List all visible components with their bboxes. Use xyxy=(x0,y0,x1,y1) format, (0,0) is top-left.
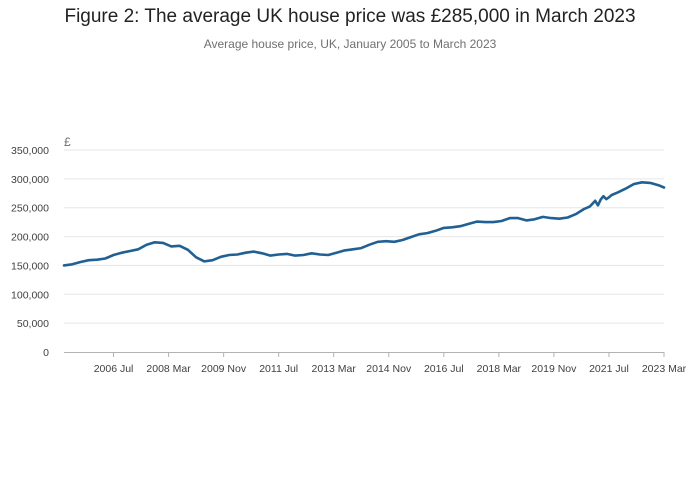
x-tick-label: 2019 Nov xyxy=(531,363,577,375)
x-tick-label: 2023 Mar xyxy=(642,363,687,375)
y-tick-label: 100,000 xyxy=(11,289,49,301)
y-tick-label: 200,000 xyxy=(11,232,49,244)
x-tick-label: 2021 Jul xyxy=(589,363,629,375)
y-axis-ticks: 0 50,000 100,000 150,000 200,000 250,000 300,0… xyxy=(11,145,49,359)
y-tick-label: 250,000 xyxy=(11,203,49,215)
y-tick-label: 50,000 xyxy=(17,318,49,330)
y-tick-label: 350,000 xyxy=(11,145,49,157)
gridlines xyxy=(64,149,664,324)
y-tick-label: 0 xyxy=(43,347,49,359)
x-tick-label: 2014 Nov xyxy=(366,363,412,375)
chart-subtitle: Average house price, UK, January 2005 to… xyxy=(203,37,497,51)
x-tick-label: 2008 Mar xyxy=(146,363,191,375)
x-tick-label: 2011 Jul xyxy=(259,363,298,375)
x-tick-label: 2018 Mar xyxy=(477,363,522,375)
x-tick-label: 2013 Mar xyxy=(312,363,357,375)
y-axis-unit-label: £ xyxy=(64,135,71,149)
x-tick-label: 2009 Nov xyxy=(201,363,247,375)
x-axis-ticks: 2006 Jul 2008 Mar 2009 Nov 2011 Jul 2013 Mar… xyxy=(94,352,687,375)
x-tick-label: 2006 Jul xyxy=(94,363,134,375)
series-line xyxy=(62,181,666,267)
y-tick-label: 150,000 xyxy=(11,260,49,272)
x-tick-label: 2016 Jul xyxy=(424,363,464,375)
y-tick-label: 300,000 xyxy=(11,174,49,186)
chart-title: Figure 2: The average UK house price was… xyxy=(64,6,636,27)
